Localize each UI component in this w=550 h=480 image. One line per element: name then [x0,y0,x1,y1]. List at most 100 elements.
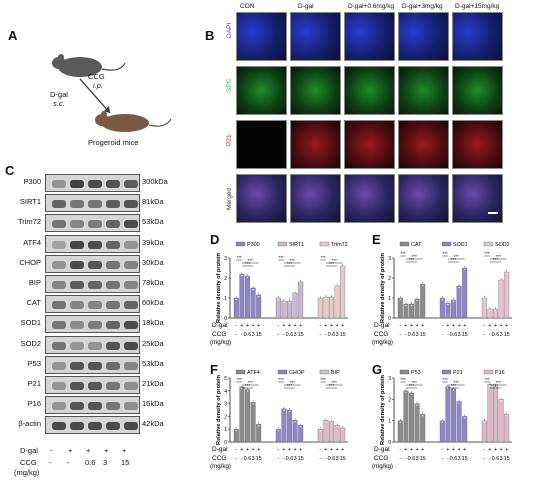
micrograph-image [344,120,395,169]
x-value: + [488,447,491,453]
y-tick-label: 3 [388,256,391,262]
data-point [405,391,407,393]
x-row-label: D-gal [374,322,390,329]
bar [329,296,334,319]
x-value: + [341,323,344,329]
x-value: + [282,323,285,329]
x-value: + [446,323,449,329]
x-value: 15 [256,332,262,338]
y-tick-label: 5 [224,376,227,382]
micrograph-image [236,66,287,115]
x-value: + [299,323,302,329]
micrograph-image [452,174,503,223]
bar [256,423,262,443]
col-header: D-gal [298,3,314,10]
sig-stars: *** [484,377,490,382]
sig-stars: *** [412,254,418,259]
data-point [342,266,344,269]
blot-band [106,301,120,310]
x-value: + [282,447,285,453]
sig-stars: *** [290,380,296,385]
blot-kda-label: 53kDa [142,217,164,227]
x-value: + [488,323,491,329]
bar [256,294,262,319]
x-row-label: CCG [212,331,226,338]
bar [334,285,340,319]
sig-stars: *** [400,377,406,382]
x-value: - [447,332,449,338]
blot-band [124,240,138,249]
blot-band [52,180,66,188]
blot-strip [45,254,140,273]
y-tick-label: 3 [224,256,227,262]
sig-stars: *** [454,254,460,259]
sig-stars: *** [451,383,457,388]
x-value: + [463,323,466,329]
data-point [458,402,460,404]
blot-row: SIRT1 81kDa [5,194,205,213]
x-unit-label: (mg/kg) [372,339,393,346]
blot-band [106,422,120,431]
blot-band [106,240,120,249]
y-axis-label: Relative density of protein [216,374,222,445]
legend-label: P300 [247,242,260,248]
x-value: 15 [462,332,468,338]
x-value: 0.6 [492,456,500,462]
sig-stars: *** [248,258,254,263]
blot-band [124,402,138,411]
data-point [246,276,249,279]
blot-row: P16 16kDa [5,396,205,415]
micrograph-image [290,174,341,223]
data-point [325,421,327,423]
x-value: 15 [340,456,346,462]
x-value: + [246,323,249,329]
bar [487,384,493,443]
x-value: - [447,456,449,462]
bar [340,265,346,319]
x-value: + [288,447,291,453]
y-tick-label: 0 [388,316,391,322]
bar [498,399,504,443]
bar [281,300,287,319]
x-value: 0.6 [244,456,252,462]
blot-band [70,260,84,269]
mouse-icon [52,54,126,77]
bar [239,273,245,319]
data-point [410,393,413,396]
blot-row: SOD2 25kDa [5,335,205,354]
bar [298,281,304,319]
blot-protein-label: ATF4 [23,237,41,247]
blot-band [70,341,84,350]
blot-band [106,382,120,390]
blot-row: β-actin 42kDa [5,416,205,435]
x-value: 3 [416,332,419,338]
x-value: 3 [252,456,255,462]
sig-stars: *** [320,255,326,260]
x-value: - [399,323,401,329]
blot-xval: 15 [121,458,130,467]
panel-c-label: C [5,163,15,178]
x-value: - [235,447,237,453]
x-value: + [240,447,243,453]
bar [323,420,329,443]
row-label-dapi: DAPI [226,22,233,38]
micrograph-image [344,174,395,223]
x-value: + [415,447,418,453]
data-point [319,298,321,301]
x-value: + [293,447,296,453]
data-point [483,421,485,423]
x-value: + [457,323,460,329]
bar [233,429,239,443]
x-value: + [494,447,497,453]
blot-band [88,180,102,188]
x-value: - [489,332,491,338]
data-point [319,430,321,432]
y-tick-label: 0 [224,316,227,322]
x-value: - [483,447,485,453]
bar [498,279,504,319]
data-point [252,288,254,291]
legend-label: SOD2 [495,242,510,248]
blot-row: P53 53kDa [5,355,205,374]
panel-g-label: G [372,362,383,377]
